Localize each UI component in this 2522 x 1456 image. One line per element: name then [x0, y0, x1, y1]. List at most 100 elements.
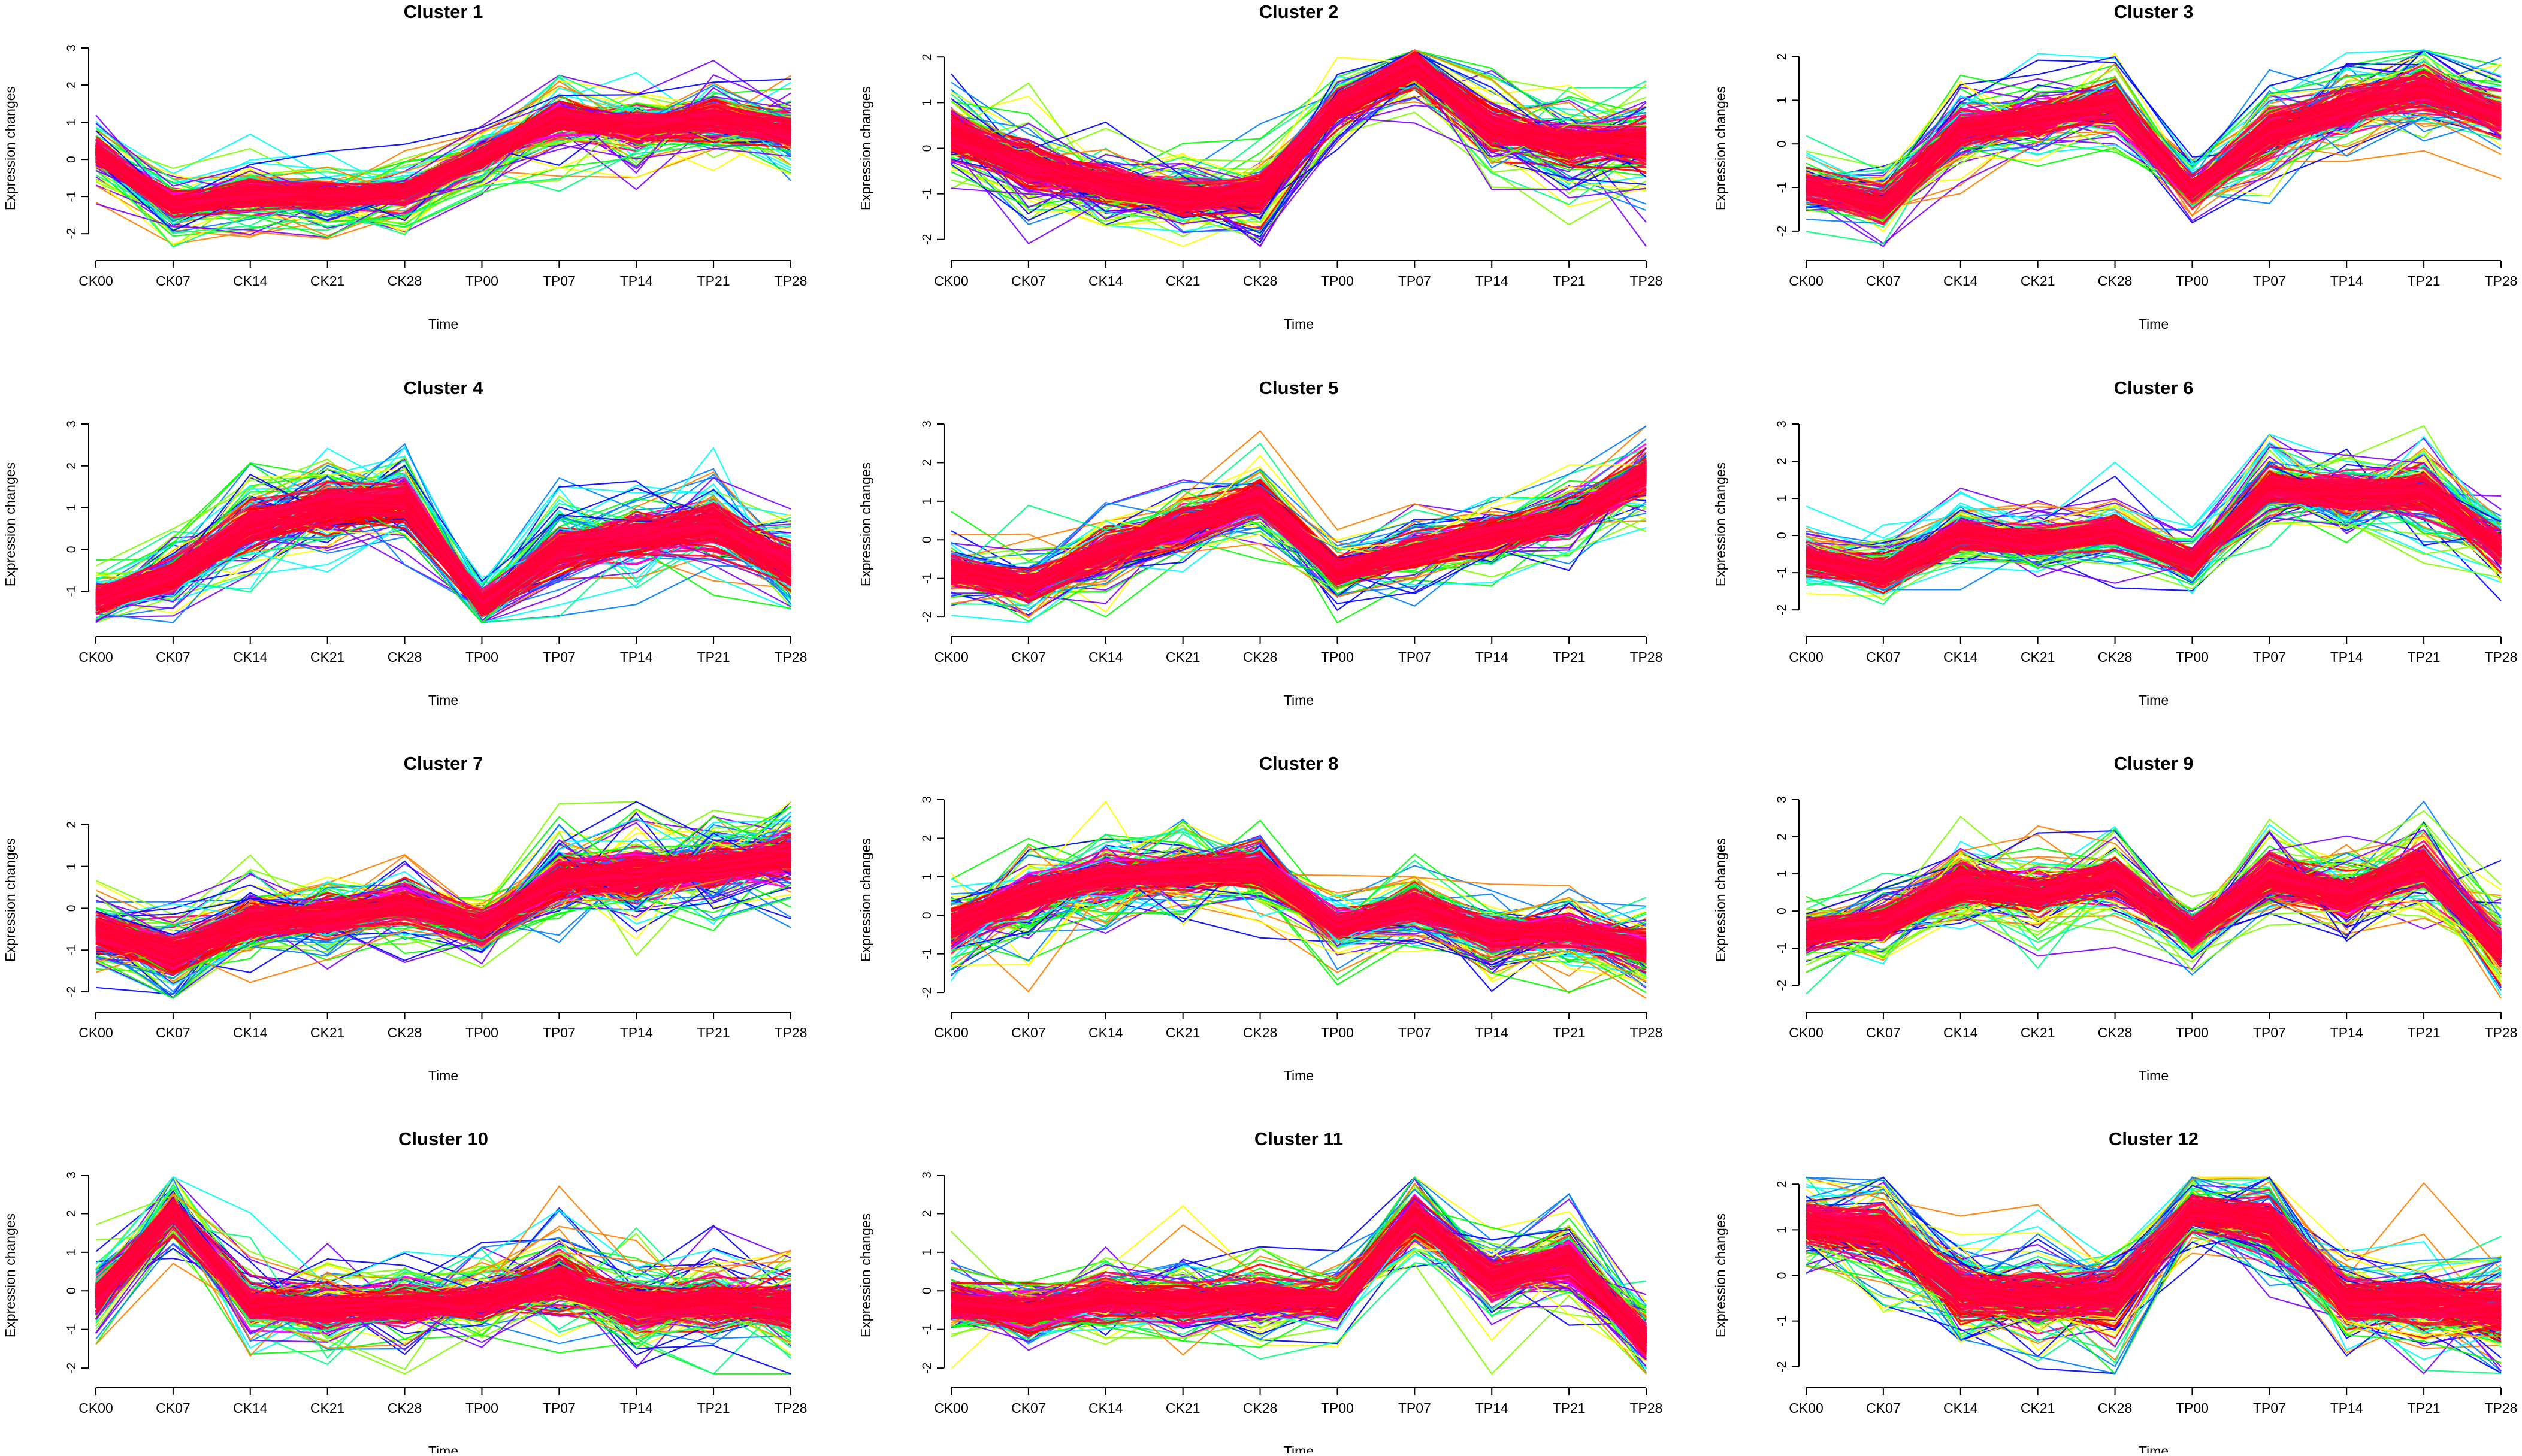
y-tick-label: 0	[1775, 907, 1789, 915]
series-line	[951, 854, 1647, 940]
y-tick-label: -2	[920, 612, 934, 623]
series-line	[951, 65, 1647, 240]
series-line-core	[1806, 868, 2502, 965]
y-tick-label: 0	[920, 912, 934, 919]
series-line	[951, 501, 1647, 607]
series-lines	[951, 1176, 1647, 1375]
cluster-panel-6: Cluster 6 -2 -1 0 1 2 3 Expression changes CK00 C…	[1713, 377, 2517, 708]
series-line-core	[1806, 1195, 2502, 1297]
x-tick-label: TP00	[2176, 1025, 2209, 1040]
x-tick-label: TP28	[1630, 1025, 1663, 1040]
x-tick-label: TP21	[2408, 649, 2441, 665]
series-line-core	[951, 59, 1647, 185]
x-axis-label: Time	[1284, 1443, 1314, 1453]
y-axis-label: Expression changes	[858, 838, 873, 962]
panel-title: Cluster 6	[2114, 377, 2194, 398]
series-line-core	[951, 52, 1647, 199]
x-tick-label: TP07	[1398, 1400, 1431, 1416]
series-line-core	[951, 478, 1647, 598]
y-axis-label: Expression changes	[2, 1213, 18, 1337]
series-line-core	[95, 116, 791, 204]
cluster-panel-12: Cluster 12 -2 -1 0 1 2 Expression changes CK00 C…	[1713, 1128, 2517, 1456]
y-tick-label: 3	[1775, 420, 1789, 428]
x-tick-label: CK14	[1943, 1400, 1978, 1416]
y-axis-label: Expression changes	[1713, 86, 1728, 210]
series-line-core	[95, 503, 791, 610]
y-tick-label: -1	[1775, 943, 1789, 954]
series-line	[95, 801, 791, 932]
x-tick-label: CK14	[1088, 1400, 1123, 1416]
x-tick-label: CK21	[2021, 1025, 2055, 1040]
y-tick-label: -1	[1775, 567, 1789, 579]
series-line-core	[1806, 1223, 2502, 1321]
x-tick-label: CK07	[156, 1400, 190, 1416]
x-tick-label: TP14	[620, 649, 653, 665]
series-line-core	[1806, 849, 2502, 955]
cluster-panel-8: Cluster 8 -2 -1 0 1 2 3 Expression changes CK00 C…	[858, 753, 1662, 1083]
y-axis-label: Expression changes	[1713, 1213, 1728, 1337]
x-tick-label: CK21	[1166, 1400, 1200, 1416]
panel-title: Cluster 4	[404, 377, 483, 398]
cluster-panel-1: Cluster 1 -2 -1 0 1 2 3 Expression changes CK00 C…	[2, 1, 807, 332]
y-tick-label: 0	[920, 145, 934, 152]
x-axis-label: Time	[428, 692, 458, 708]
y-tick-label: 3	[1775, 796, 1789, 803]
x-tick-label: TP28	[2485, 273, 2518, 289]
y-tick-label: -2	[920, 234, 934, 245]
series-line-core	[95, 487, 791, 600]
series-line-core	[951, 1202, 1647, 1326]
x-tick-label: CK21	[310, 1025, 345, 1040]
x-tick-label: TP00	[1321, 1400, 1354, 1416]
x-tick-label: TP07	[543, 649, 576, 665]
x-tick-label: CK07	[1011, 1400, 1046, 1416]
series-lines	[951, 425, 1647, 624]
cluster-panel-9: Cluster 9 -2 -1 0 1 2 3 Expression changes CK00 C…	[1713, 753, 2517, 1083]
series-lines	[1806, 425, 2502, 606]
y-tick-label: 2	[65, 821, 78, 828]
x-tick-label: TP28	[775, 273, 808, 289]
x-tick-label: CK00	[934, 1400, 969, 1416]
panel-title: Cluster 2	[1259, 1, 1339, 22]
x-tick-label: CK28	[388, 649, 422, 665]
x-tick-label: CK28	[2098, 1025, 2133, 1040]
series-line	[1806, 1176, 2502, 1273]
y-tick-label: 1	[920, 99, 934, 107]
y-tick-label: 1	[920, 1249, 934, 1256]
series-line-core	[1806, 1209, 2502, 1317]
x-tick-label: TP07	[543, 273, 576, 289]
x-tick-label: CK21	[310, 273, 345, 289]
series-line-core	[95, 493, 792, 612]
panel-title: Cluster 12	[2109, 1128, 2199, 1149]
series-lines	[1806, 800, 2502, 999]
x-tick-label: CK07	[1866, 649, 1901, 665]
y-tick-label: 1	[65, 1249, 78, 1256]
series-line	[1806, 462, 2502, 591]
x-tick-label: TP00	[2176, 649, 2209, 665]
x-tick-label: CK28	[388, 1025, 422, 1040]
y-tick-label: 1	[1775, 870, 1789, 877]
series-line	[1806, 1224, 2502, 1375]
series-line-core	[95, 487, 791, 596]
x-tick-label: TP00	[465, 649, 498, 665]
x-tick-label: CK28	[2098, 273, 2133, 289]
x-axis-label: Time	[1284, 1068, 1314, 1083]
series-line-core	[951, 1206, 1647, 1336]
series-line-core	[95, 1199, 791, 1313]
x-tick-label: CK28	[388, 1400, 422, 1416]
y-tick-label: -2	[920, 987, 934, 998]
x-axis-label: Time	[428, 316, 458, 332]
y-tick-label: 3	[65, 420, 78, 428]
x-tick-label: TP00	[465, 1025, 498, 1040]
series-line-core	[1806, 91, 2502, 203]
series-line-core	[95, 864, 791, 967]
series-line-core	[95, 836, 791, 939]
y-tick-label: 3	[920, 420, 934, 428]
y-tick-label: -1	[1775, 182, 1789, 193]
series-line-core	[1806, 69, 2502, 193]
x-tick-label: CK00	[1789, 273, 1824, 289]
x-tick-label: TP14	[620, 273, 653, 289]
y-tick-label: 0	[1775, 532, 1789, 539]
x-tick-label: TP00	[2176, 1400, 2209, 1416]
y-axis-label: Expression changes	[1713, 838, 1728, 962]
